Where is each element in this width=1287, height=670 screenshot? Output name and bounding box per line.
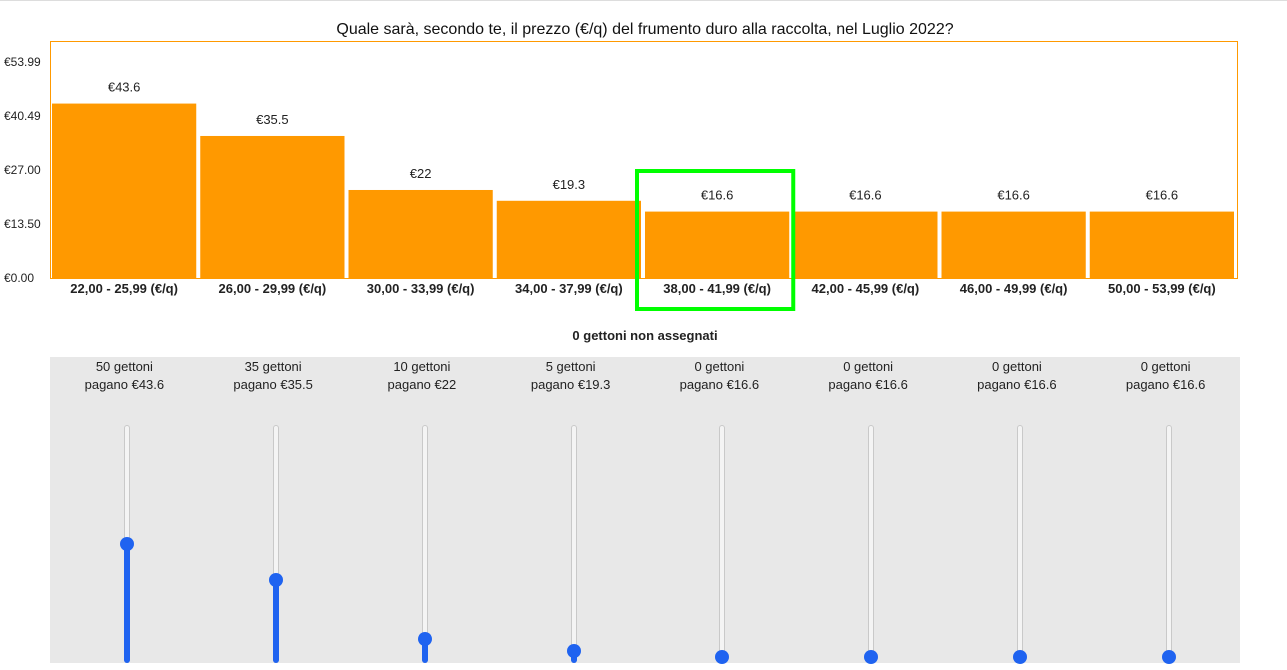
unassigned-tokens-label: 0 gettoni non assegnati — [572, 328, 718, 343]
slider-token-count: 0 gettoni — [694, 359, 745, 374]
slider-token-count: 5 gettoni — [545, 359, 596, 374]
token-slider-column: 35 gettoni pagano €35.5 — [199, 357, 348, 663]
slider-token-count: 0 gettoni — [1140, 359, 1191, 374]
slider-caption: 10 gettoni pagano €22 — [348, 358, 497, 394]
chart-title: Quale sarà, secondo te, il prezzo (€/q) … — [336, 21, 954, 38]
x-tick-label: 42,00 - 45,99 (€/q) — [812, 281, 920, 296]
slider-thumb[interactable] — [566, 644, 581, 659]
bar-value-label: €16.6 — [701, 188, 734, 203]
slider-caption: 0 gettoni pagano €16.6 — [645, 358, 794, 394]
slider-track[interactable] — [868, 425, 875, 663]
slider-thumb[interactable] — [1012, 650, 1027, 664]
slider-track[interactable] — [1165, 425, 1172, 663]
bar-value-label: €35.5 — [256, 112, 289, 127]
bar-value-label: €16.6 — [849, 188, 882, 203]
y-tick-label: €53.99 — [4, 55, 41, 69]
slider-thumb[interactable] — [120, 537, 135, 551]
bar-chart: €0.00 €13.50 €27.00 €40.49 €53.99 €43.6 22,00 … — [4, 55, 1234, 311]
x-tick-label: 46,00 - 49,99 (€/q) — [960, 281, 1068, 296]
slider-thumb[interactable] — [417, 632, 432, 647]
slider-caption: 5 gettoni pagano €19.3 — [496, 358, 645, 394]
slider-token-count: 0 gettoni — [843, 359, 894, 374]
bar — [1089, 211, 1234, 278]
token-slider-column: 10 gettoni pagano €22 — [348, 357, 497, 663]
bar — [52, 103, 197, 278]
slider-thumb[interactable] — [1161, 650, 1176, 664]
token-slider-column: 0 gettoni pagano €16.6 — [1091, 357, 1240, 664]
slider-payout: pagano €19.3 — [530, 377, 611, 392]
y-tick-label: €13.50 — [4, 217, 41, 231]
token-slider-column: 0 gettoni pagano €16.6 — [943, 357, 1092, 664]
top-divider — [0, 0, 1287, 1]
slider-thumb[interactable] — [269, 572, 284, 587]
slider-payout: pagano €22 — [387, 377, 457, 392]
bar — [200, 135, 345, 278]
x-tick-label: 22,00 - 25,99 (€/q) — [70, 281, 178, 296]
x-tick-label: 34,00 - 37,99 (€/q) — [515, 281, 623, 296]
slider-panel: 50 gettoni pagano €43.6 35 gettoni pagano €… — [50, 357, 1240, 664]
bar-value-label: €22 — [410, 166, 432, 181]
slider-token-count: 35 gettoni — [244, 359, 302, 374]
slider-caption: 50 gettoni pagano €43.6 — [50, 358, 199, 394]
slider-payout: pagano €16.6 — [679, 377, 760, 392]
slider-token-count: 10 gettoni — [393, 359, 451, 374]
slider-payout: pagano €35.5 — [233, 377, 313, 392]
y-tick-label: €40.49 — [4, 109, 41, 123]
slider-token-count: 50 gettoni — [95, 359, 153, 374]
plot-frame — [50, 41, 1238, 279]
x-tick-label: 30,00 - 33,99 (€/q) — [367, 281, 475, 296]
slider-track[interactable] — [421, 425, 428, 663]
slider-fill — [124, 544, 131, 663]
slider-fill — [273, 579, 280, 663]
slider-track[interactable] — [570, 425, 577, 663]
slider-thumb[interactable] — [715, 650, 730, 664]
token-slider-column: 0 gettoni pagano €16.6 — [645, 357, 794, 664]
slider-caption: 0 gettoni pagano €16.6 — [1091, 358, 1240, 394]
slider-payout: pagano €43.6 — [84, 377, 165, 392]
y-tick-label: €0.00 — [4, 271, 34, 285]
bar-value-label: €16.6 — [1146, 188, 1179, 203]
bar — [348, 189, 493, 278]
token-slider-column: 5 gettoni pagano €19.3 — [496, 357, 645, 663]
bar-value-label: €16.6 — [997, 188, 1030, 203]
bar — [941, 211, 1086, 278]
bar — [645, 211, 790, 278]
slider-caption: 0 gettoni pagano €16.6 — [943, 358, 1092, 394]
slider-thumb[interactable] — [864, 650, 879, 664]
bar-value-label: €43.6 — [108, 80, 141, 95]
x-tick-label: 26,00 - 29,99 (€/q) — [219, 281, 327, 296]
token-slider-column: 50 gettoni pagano €43.6 — [50, 357, 199, 663]
slider-caption: 35 gettoni pagano €35.5 — [199, 358, 348, 394]
slider-token-count: 0 gettoni — [991, 359, 1042, 374]
bar — [793, 211, 938, 278]
slider-payout: pagano €16.6 — [1125, 377, 1206, 392]
slider-track[interactable] — [1016, 425, 1023, 663]
selected-range-highlight — [635, 169, 796, 311]
slider-payout: pagano €16.6 — [977, 377, 1057, 392]
slider-fill — [421, 639, 428, 663]
bar-value-label: €19.3 — [553, 177, 586, 192]
token-slider-column: 0 gettoni pagano €16.6 — [794, 357, 943, 664]
y-tick-label: €27.00 — [4, 163, 41, 177]
x-tick-label: 50,00 - 53,99 (€/q) — [1108, 281, 1216, 296]
bar — [496, 200, 641, 278]
slider-payout: pagano €16.6 — [828, 377, 908, 392]
x-tick-label: 38,00 - 41,99 (€/q) — [663, 281, 771, 296]
slider-caption: 0 gettoni pagano €16.6 — [794, 358, 943, 394]
slider-track[interactable] — [719, 425, 726, 663]
